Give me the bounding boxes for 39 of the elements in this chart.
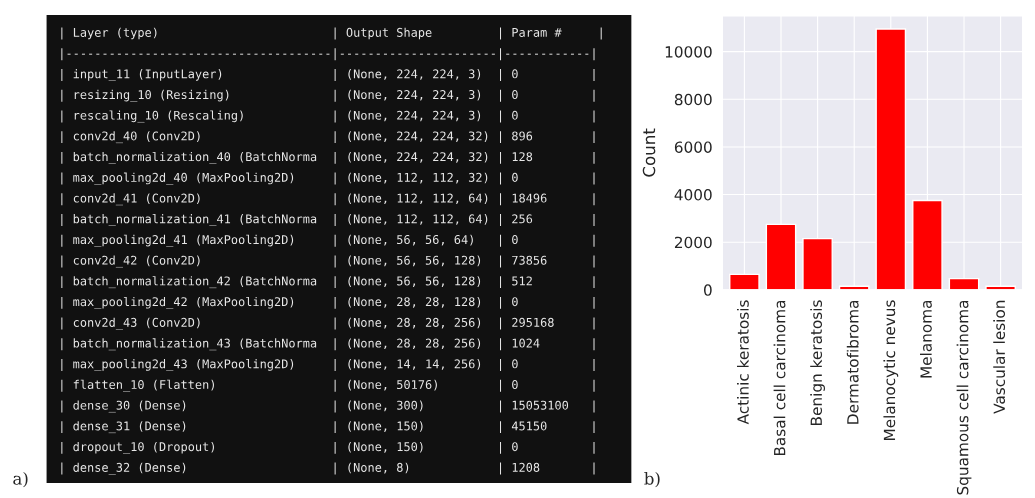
- text: | dropout_10 (Dropout) | (None, 150) | 0 |: [61, 441, 595, 454]
- y-tick-label: 6000: [674, 141, 712, 153]
- text: | batch_normalization_40 (BatchNorma | (None, 224, 224, 32) | 128 |: [61, 151, 595, 164]
- text: a): [13, 471, 28, 488]
- y-axis-title: Count: [642, 128, 656, 177]
- x-tick-label: Actinic keratosis: [737, 300, 749, 425]
- text: | resizing_10 (Resizing) | (None, 224, 224, 3) | 0 |: [61, 89, 595, 102]
- text: | rescaling_10 (Rescaling) | (None, 224, 224, 3) | 0 |: [61, 110, 595, 123]
- text: | input_11 (InputLayer) | (None, 224, 224, 3) | 0 |: [61, 69, 595, 81]
- y-tick-label: 10000: [665, 46, 712, 58]
- text: | conv2d_41 (Conv2D) | (None, 112, 112, 64) | 18496 |: [61, 193, 595, 206]
- x-tick-label: Melanocytic nevus: [883, 300, 899, 440]
- text: | dense_32 (Dense) | (None, 8) | 1208 |: [61, 462, 595, 475]
- y-tick-label: 4000: [674, 189, 712, 201]
- x-tick-label: Dermatofibroma: [846, 300, 859, 424]
- text: | batch_normalization_42 (BatchNorma | (None, 56, 56, 128) | 512 |: [61, 276, 595, 289]
- text: | dense_30 (Dense) | (None, 300) | 15053100 |: [61, 400, 595, 413]
- x-tick-label: Squamous cell carcinoma: [956, 300, 972, 495]
- text: b): [644, 471, 660, 488]
- x-tick-label: Benign keratosis: [810, 300, 825, 425]
- x-tick-label: Melanoma: [920, 300, 932, 378]
- text: | flatten_10 (Flatten) | (None, 50176) | 0 |: [61, 379, 595, 392]
- text: | batch_normalization_41 (BatchNorma | (None, 112, 112, 64) | 256 |: [61, 214, 595, 226]
- text: | Layer (type) | Output Shape | Param # |: [61, 27, 602, 40]
- y-tick-label: 2000: [674, 236, 712, 249]
- x-tick-label: Basal cell carcinoma: [773, 300, 786, 456]
- y-tick-label: 8000: [674, 93, 712, 106]
- text: | conv2d_40 (Conv2D) | (None, 224, 224, 32) | 896 |: [61, 131, 595, 144]
- text: | dense_31 (Dense) | (None, 150) | 45150 |: [61, 421, 595, 434]
- text: | batch_normalization_43 (BatchNorma | (None, 28, 28, 256) | 1024 |: [61, 338, 595, 351]
- text: | max_pooling2d_41 (MaxPooling2D) | (None, 56, 56, 64) | 0 |: [61, 234, 595, 247]
- y-tick-label: 0: [703, 284, 712, 296]
- text: | max_pooling2d_42 (MaxPooling2D) | (None, 28, 28, 128) | 0 |: [61, 296, 595, 309]
- text: | conv2d_42 (Conv2D) | (None, 56, 56, 128) | 73856 |: [61, 255, 595, 268]
- text: | conv2d_43 (Conv2D) | (None, 28, 28, 256) | 295168 |: [61, 317, 595, 330]
- x-tick-label: Vascular lesion: [993, 300, 1006, 414]
- text: | max_pooling2d_40 (MaxPooling2D) | (None, 112, 112, 32) | 0 |: [61, 172, 595, 185]
- text: |-------------------------------------|----------------------|------------|: [61, 48, 595, 61]
- text: | max_pooling2d_43 (MaxPooling2D) | (None, 14, 14, 256) | 0 |: [61, 359, 595, 371]
